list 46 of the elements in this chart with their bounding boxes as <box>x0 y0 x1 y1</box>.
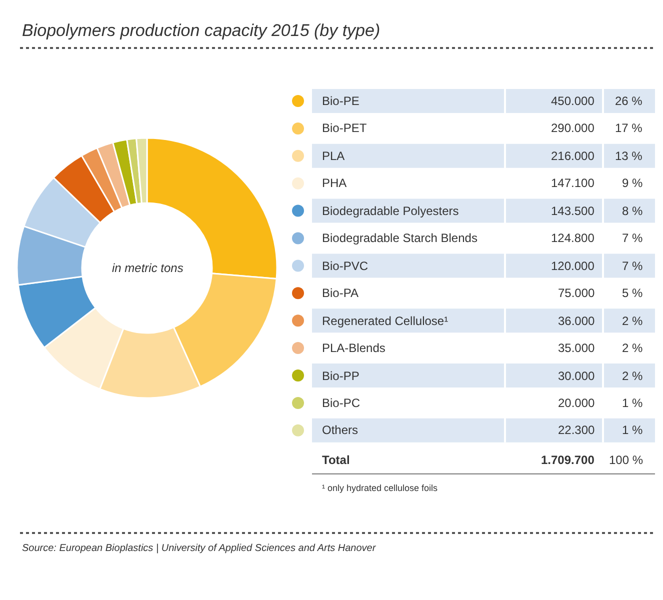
legend-label: Biodegradable Starch Blends <box>322 231 478 245</box>
data-label: 290.000 <box>551 121 595 135</box>
text: 1 % <box>622 423 644 437</box>
text: 7 % <box>622 259 644 273</box>
data-label: 120.000 <box>551 259 595 273</box>
chart-title: Biopolymers production capacity 2015 (by type) <box>22 21 380 40</box>
text: 7 % <box>622 231 644 245</box>
data-label: 36.000 <box>558 314 596 328</box>
data-label: 124.800 <box>551 231 595 245</box>
data-label: 20.000 <box>558 396 596 410</box>
legend-label: Biodegradable Polyesters <box>322 204 459 218</box>
text: in metric tons <box>112 261 184 275</box>
legend-label: Regenerated Cellulose¹ <box>322 314 448 328</box>
text: 2 % <box>622 341 644 355</box>
legend-label: Bio-PET <box>322 121 368 135</box>
text: 2 % <box>622 369 644 383</box>
data-label: 216.000 <box>551 149 595 163</box>
legend-label: PLA <box>322 149 345 163</box>
text: 2 % <box>622 314 644 328</box>
data-label: 22.300 <box>558 423 596 437</box>
text: 26 % <box>615 94 643 108</box>
data-label: 75.000 <box>558 286 596 300</box>
data-label: 450.000 <box>551 94 595 108</box>
legend-label: Bio-PE <box>322 94 360 108</box>
data-label: 30.000 <box>558 369 596 383</box>
text: 5 % <box>622 286 644 300</box>
data-label: 35.000 <box>558 341 596 355</box>
legend-label: PLA-Blends <box>322 341 386 355</box>
legend-label: Bio-PC <box>322 396 360 410</box>
text: 17 % <box>615 121 643 135</box>
legend-label: Others <box>322 423 358 437</box>
legend-label: Bio-PA <box>322 286 358 300</box>
text: 1.709.700 <box>541 453 595 467</box>
data-label: 147.100 <box>551 176 595 190</box>
text: 100 % <box>609 453 644 467</box>
text: Total <box>322 453 350 467</box>
text: ¹ only hydrated cellulose foils <box>322 483 438 493</box>
text: 9 % <box>622 176 644 190</box>
legend-label: Bio-PP <box>322 369 360 383</box>
legend-label: Bio-PVC <box>322 259 368 273</box>
text: 13 % <box>615 149 643 163</box>
text: 1 % <box>622 396 644 410</box>
source-note: Source: European Bioplastics | University of Applied Sciences and Arts Hanover <box>22 543 376 554</box>
text: 8 % <box>622 204 644 218</box>
legend-label: PHA <box>322 176 347 190</box>
data-label: 143.500 <box>551 204 595 218</box>
